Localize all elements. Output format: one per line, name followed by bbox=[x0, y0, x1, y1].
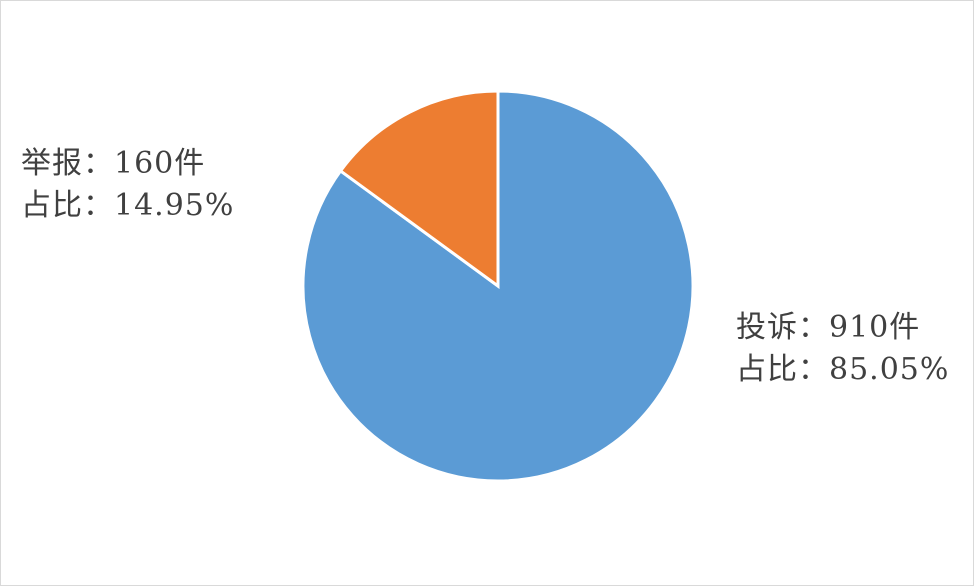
data-label-complaint-share: 占比：85.05% bbox=[736, 352, 950, 387]
data-label-complaint: 投诉：910件 占比：85.05% bbox=[736, 307, 949, 391]
data-label-complaint-count: 投诉：910件 bbox=[736, 310, 921, 345]
data-label-report-share: 占比：14.95% bbox=[21, 188, 235, 223]
data-label-report: 举报：160件 占比：14.95% bbox=[21, 143, 234, 227]
data-label-report-count: 举报：160件 bbox=[21, 146, 206, 181]
pie-slice-report bbox=[338, 89, 500, 289]
